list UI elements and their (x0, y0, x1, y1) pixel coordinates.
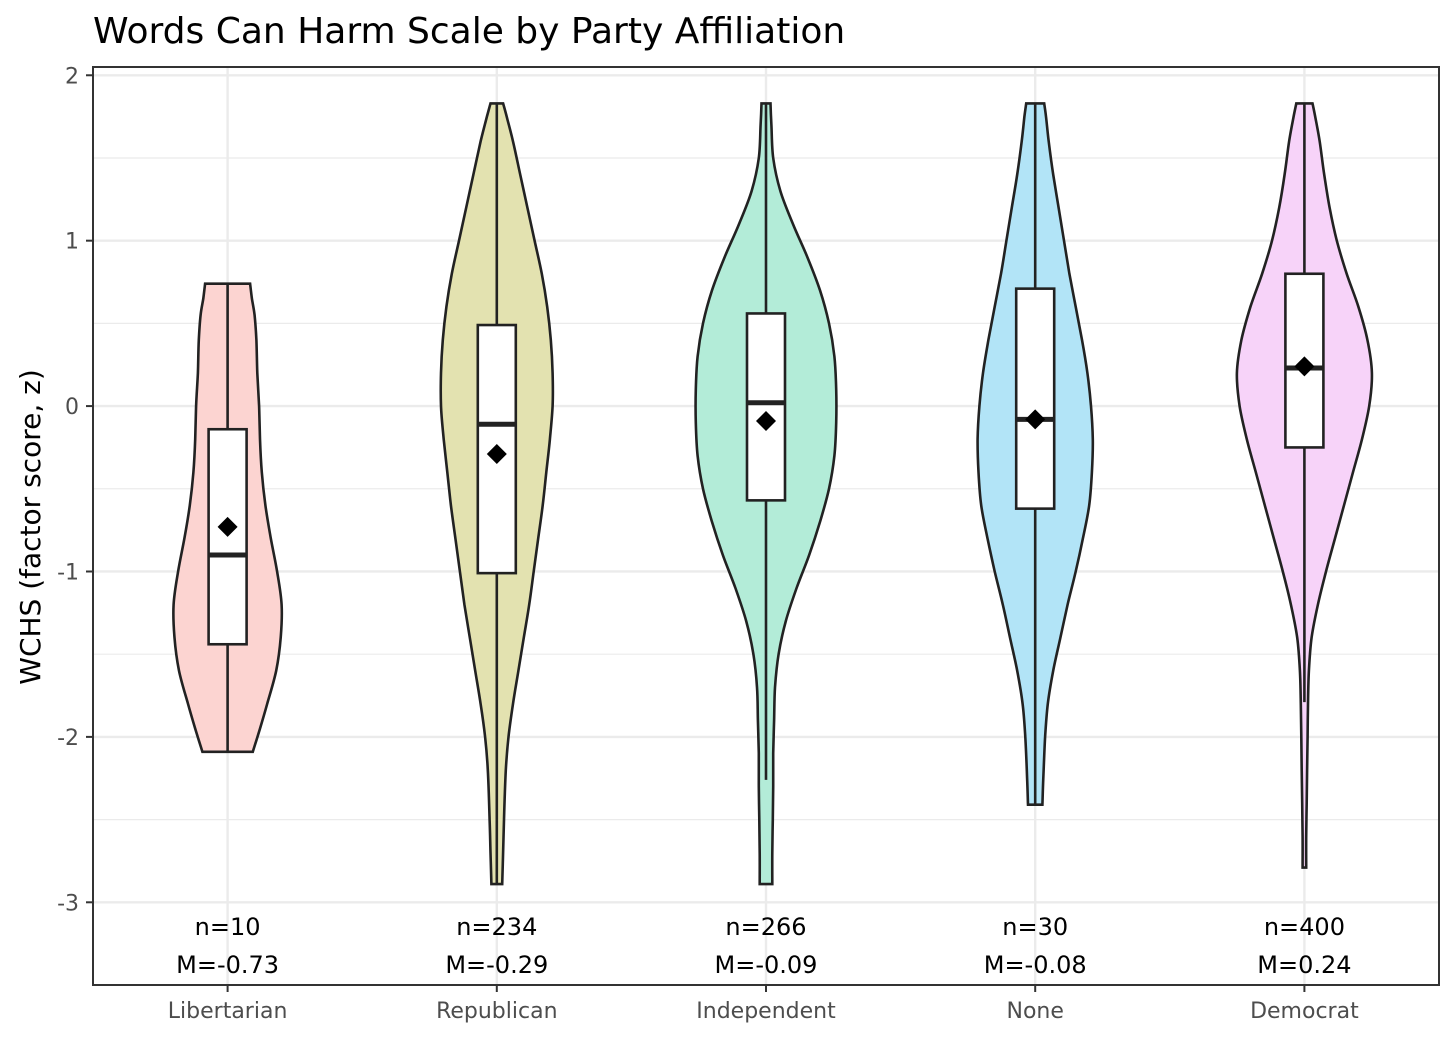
n-label: n=10 (195, 913, 261, 941)
y-tick-label: 2 (65, 64, 79, 89)
x-tick-label: Libertarian (168, 999, 288, 1024)
x-tick-label: Republican (436, 999, 557, 1024)
n-label: n=266 (725, 913, 806, 941)
mean-label: M=-0.73 (176, 951, 279, 979)
n-label: n=30 (1002, 913, 1068, 941)
x-axis: Libertarian Republican Independent None Demo… (168, 985, 1359, 1024)
mean-marker (217, 516, 238, 537)
y-tick-label: -1 (57, 560, 79, 585)
violin-group-republican (439, 102, 555, 886)
y-tick-label: 0 (65, 395, 79, 420)
iqr-box (1014, 287, 1056, 510)
x-tick-label: Democrat (1250, 999, 1359, 1024)
n-label: n=400 (1264, 913, 1345, 941)
mean-marker (756, 410, 776, 431)
violin-group-none (976, 102, 1095, 806)
mean-marker (1025, 409, 1046, 430)
mean-marker (1294, 356, 1315, 377)
mean-marker (486, 444, 507, 465)
iqr-box (745, 312, 787, 502)
y-axis: 2 1 0 -1 -2 -3 (57, 64, 93, 916)
violin-layer (172, 102, 1374, 886)
y-tick-label: 1 (65, 230, 79, 255)
mean-label: M=-0.29 (445, 951, 548, 979)
mean-label: M=-0.08 (984, 951, 1087, 979)
y-tick-label: -3 (57, 891, 79, 916)
mean-label: M=-0.09 (715, 951, 818, 979)
violin-group-independent (694, 102, 838, 886)
chart-title: Words Can Harm Scale by Party Affiliatio… (93, 11, 845, 52)
annotation-layer: n=10 M=-0.73 n=234 M=-0.29 n=266 M=-0.09 n=30 M… (176, 913, 1351, 979)
y-axis-label: WCHS (factor score, z) (14, 369, 47, 684)
violin-group-democrat (1235, 102, 1374, 869)
x-tick-label: None (1006, 999, 1063, 1024)
violin-group-libertarian (172, 282, 284, 754)
y-tick-label: -2 (57, 726, 79, 751)
mean-label: M=0.24 (1257, 951, 1351, 979)
n-label: n=234 (456, 913, 537, 941)
x-tick-label: Independent (696, 999, 836, 1024)
